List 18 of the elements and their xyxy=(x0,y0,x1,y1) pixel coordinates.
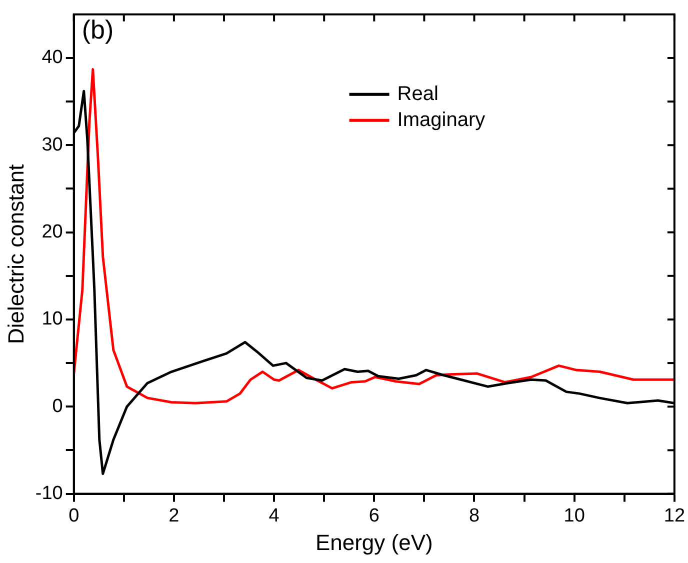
y-tick-label: 40 xyxy=(42,47,63,68)
x-tick-label: 2 xyxy=(168,505,180,526)
y-tick-label: 30 xyxy=(42,134,63,156)
x-axis-title: Energy (eV) xyxy=(315,530,433,555)
legend-label: Real xyxy=(397,82,438,105)
y-tick-label: 10 xyxy=(42,308,63,330)
x-tick-label: 10 xyxy=(564,505,585,526)
x-tick-label: 6 xyxy=(368,505,380,526)
x-tick-label: 4 xyxy=(268,505,280,526)
y-tick-label: 20 xyxy=(42,222,63,243)
y-tick-label: -10 xyxy=(35,483,63,504)
y-tick-label: 0 xyxy=(52,396,63,417)
x-tick-label: 12 xyxy=(664,505,686,526)
y-axis-title: Dielectric constant xyxy=(3,164,28,344)
x-tick-label: 8 xyxy=(468,505,480,526)
annotation: (b) xyxy=(82,14,114,45)
x-tick-label: 0 xyxy=(68,505,80,526)
legend-label: Imaginary xyxy=(397,108,486,131)
